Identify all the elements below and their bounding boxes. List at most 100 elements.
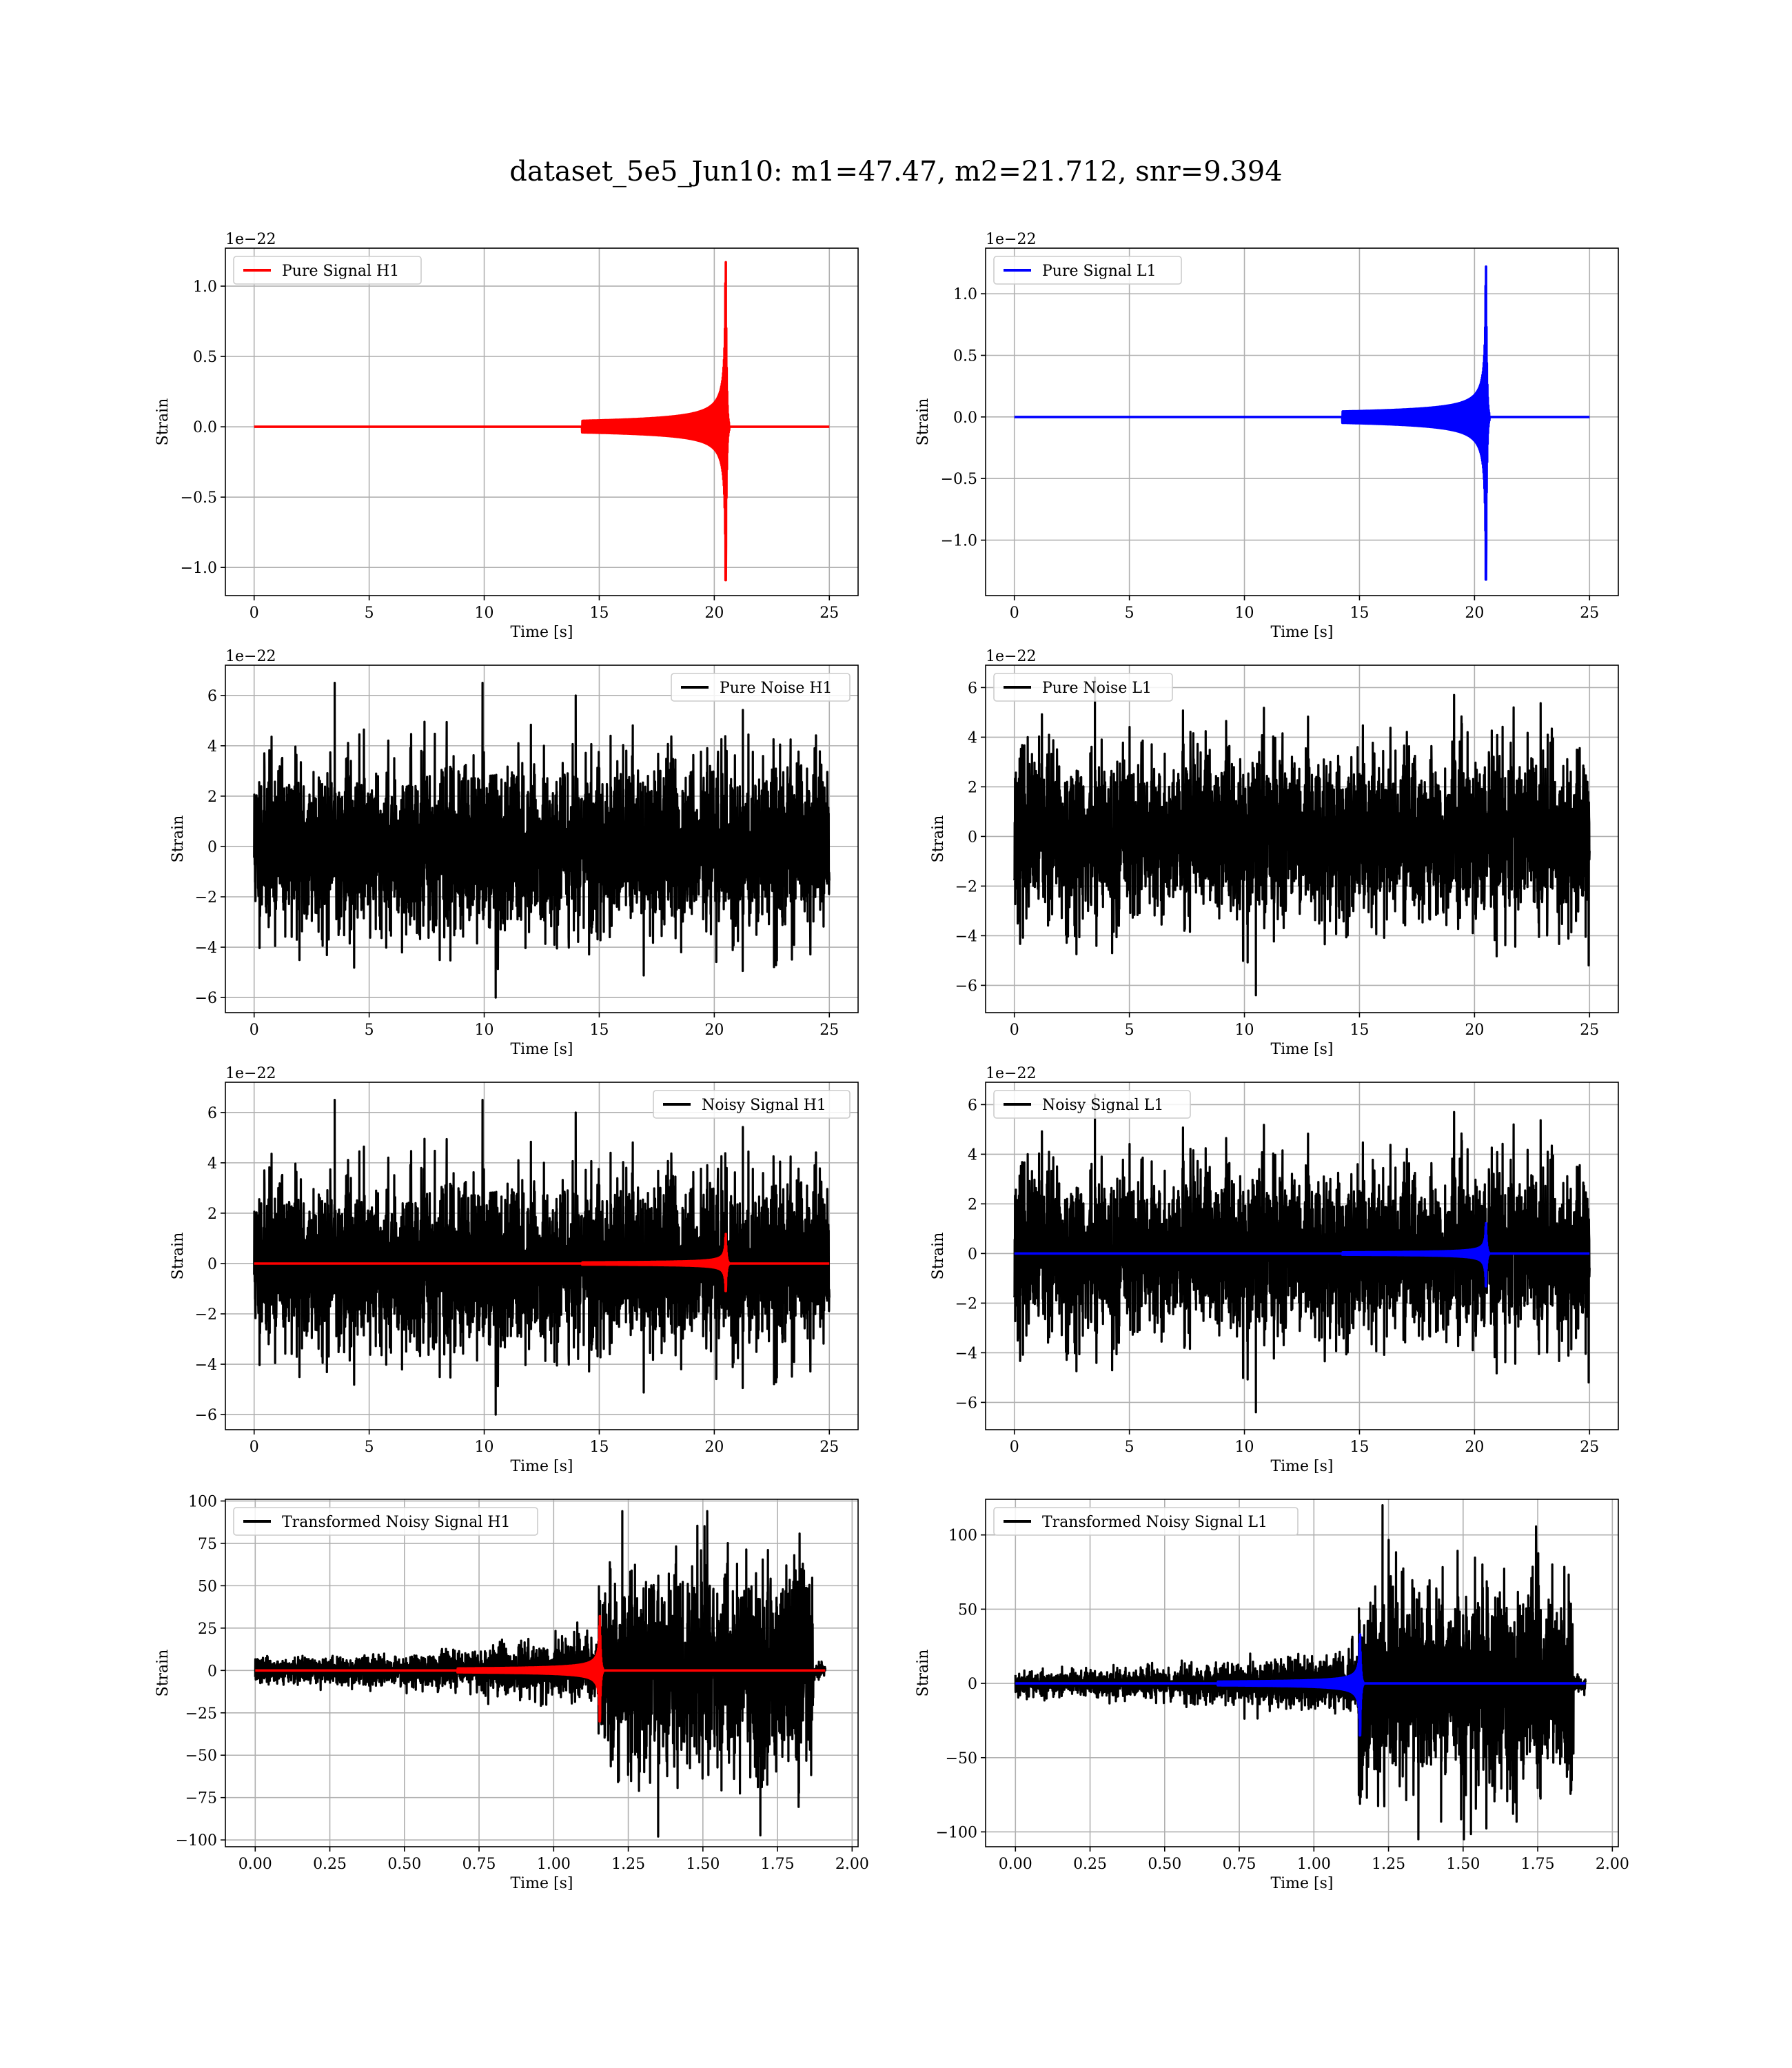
x-tick-label: 10 [475, 1439, 494, 1456]
y-tick-label: −0.5 [941, 471, 977, 488]
y-tick-label: −6 [955, 1395, 977, 1412]
y-tick-label: 0 [968, 1676, 977, 1693]
y-tick-label: 0 [207, 1256, 217, 1273]
y-tick-label: −4 [955, 1345, 977, 1362]
legend-label: Noisy Signal L1 [1042, 1097, 1163, 1114]
x-tick-label: 20 [704, 1022, 724, 1039]
x-axis-label: Time [s] [510, 1458, 573, 1475]
y-tick-label: −100 [176, 1832, 217, 1849]
legend-box [233, 256, 422, 285]
y-tick-label: −1.0 [181, 560, 217, 577]
y-tick-label: −2 [195, 889, 217, 906]
x-tick-label: 0.75 [1223, 1856, 1256, 1873]
legend-label: Noisy Signal H1 [702, 1097, 826, 1114]
y-tick-label: 0.0 [193, 419, 217, 436]
x-tick-label: 20 [704, 1439, 724, 1456]
x-tick-label: 15 [589, 1439, 609, 1456]
x-tick-label: 15 [589, 1022, 609, 1039]
y-tick-label: −50 [185, 1747, 217, 1765]
legend-box [671, 673, 851, 702]
y-axis-label: Strain [930, 1233, 947, 1280]
x-tick-label: 1.25 [1372, 1856, 1405, 1873]
legend-label: Pure Noise H1 [720, 680, 833, 697]
x-axis-label: Time [s] [1270, 1041, 1333, 1058]
transformed-noisy-signal-h1-chart: 0.00 0.25 0.50 0.75 1.00 1.25 1.50 1.75 2.00 −100… [154, 1493, 869, 1892]
axes-frame [225, 665, 859, 1013]
noisy-signal-l1-chart: 0 5 10 15 20 25 −6 −4 −2 0 2 4 6 Time [s] Strain 1e−22 N… [930, 1065, 1619, 1475]
y-tick-label: 75 [198, 1536, 217, 1553]
x-tick-label: 5 [365, 1439, 374, 1456]
y-tick-label: −0.5 [181, 489, 217, 507]
y-tick-label: 0.5 [953, 347, 977, 365]
x-tick-label: 5 [1125, 1439, 1134, 1456]
x-tick-label: 25 [1580, 1022, 1599, 1039]
x-axis-label: Time [s] [1270, 624, 1333, 641]
x-tick-label: 2.00 [835, 1856, 869, 1873]
x-tick-label: 0.25 [1073, 1856, 1107, 1873]
y-offset-text: 1e−22 [986, 1065, 1036, 1082]
y-tick-label: −75 [185, 1790, 217, 1807]
y-tick-label: −1.0 [941, 533, 977, 550]
series-line-2 [254, 1614, 826, 1723]
x-tick-label: 0 [1010, 1439, 1019, 1456]
y-tick-label: 1.0 [953, 286, 977, 303]
y-tick-label: 4 [207, 738, 217, 756]
legend: Transformed Noisy Signal H1 [233, 1507, 538, 1536]
y-offset-text: 1e−22 [225, 1065, 276, 1082]
x-axis-label: Time [s] [510, 1041, 573, 1058]
y-offset-text: 1e−22 [986, 231, 1036, 248]
axes-frame [985, 1082, 1619, 1430]
pure-noise-h1-chart: 0 5 10 15 20 25 −6 −4 −2 0 2 4 6 Time [s] Strain 1e−22 P… [170, 648, 859, 1058]
legend-box [653, 1090, 851, 1119]
y-axis-label: Strain [170, 815, 187, 863]
legend-box [233, 1507, 538, 1536]
x-axis-label: Time [s] [510, 624, 573, 641]
y-tick-label: −2 [955, 1295, 977, 1312]
x-axis-label: Time [s] [1270, 1458, 1333, 1475]
x-tick-label: 10 [1235, 605, 1254, 622]
x-tick-label: 15 [1350, 1439, 1369, 1456]
series-line-1 [253, 261, 831, 582]
noisy-signal-h1-chart: 0 5 10 15 20 25 −6 −4 −2 0 2 4 6 Time [s] Strain 1e−22 N… [170, 1065, 859, 1475]
x-tick-label: 10 [1235, 1022, 1254, 1039]
y-axis-label: Strain [170, 1233, 187, 1280]
y-tick-label: −4 [955, 928, 977, 945]
y-tick-label: 6 [207, 1105, 217, 1122]
axes-frame [225, 1082, 859, 1430]
x-tick-label: 0.75 [462, 1856, 496, 1873]
x-tick-label: 20 [704, 605, 724, 622]
axes-frame [985, 1499, 1619, 1847]
x-tick-label: 0.50 [387, 1856, 421, 1873]
x-tick-label: 25 [1580, 605, 1599, 622]
y-tick-label: 100 [948, 1528, 977, 1545]
x-tick-label: 10 [475, 605, 494, 622]
y-tick-label: −6 [955, 977, 977, 995]
y-tick-label: −6 [195, 990, 217, 1007]
axes-frame [985, 665, 1619, 1013]
x-tick-label: 25 [819, 605, 839, 622]
x-tick-label: 2.00 [1596, 1856, 1629, 1873]
y-tick-label: 2 [968, 779, 977, 796]
y-tick-label: 50 [958, 1601, 977, 1619]
y-axis-label: Strain [154, 398, 172, 446]
y-tick-label: 50 [198, 1578, 217, 1595]
y-offset-text: 1e−22 [225, 231, 276, 248]
x-tick-label: 0 [250, 605, 259, 622]
legend-label: Pure Signal L1 [1042, 263, 1157, 280]
y-tick-label: 2 [968, 1196, 977, 1213]
y-axis-label: Strain [154, 1650, 172, 1697]
y-tick-label: 6 [207, 688, 217, 705]
y-tick-label: 4 [968, 729, 977, 747]
series-line-1 [253, 1099, 831, 1416]
y-tick-label: 6 [968, 680, 977, 697]
y-tick-label: −2 [195, 1306, 217, 1324]
y-tick-label: −2 [955, 878, 977, 895]
x-tick-label: 0 [1010, 1022, 1019, 1039]
x-tick-label: 5 [365, 1022, 374, 1039]
x-tick-label: 15 [1350, 605, 1369, 622]
x-tick-label: 5 [365, 605, 374, 622]
x-tick-label: 15 [1350, 1022, 1369, 1039]
pure-signal-h1-chart: 0 5 10 15 20 25 −1.0 −0.5 0.0 0.5 1.0 Time [s] Strai… [154, 231, 859, 641]
legend: Pure Noise L1 [993, 673, 1173, 702]
